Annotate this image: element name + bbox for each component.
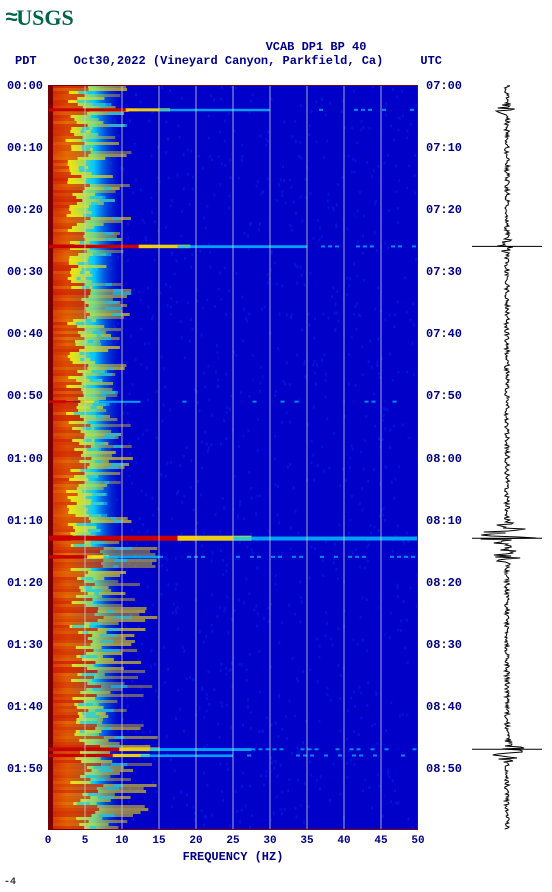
station-title: VCAB DP1 BP 40	[80, 40, 552, 54]
xtick-label: 5	[82, 835, 89, 847]
ylabel-right: 07:40	[426, 327, 462, 341]
spectrogram-svg	[48, 85, 418, 830]
xtick-label: 35	[300, 835, 313, 847]
footnote: -4	[4, 877, 16, 888]
xtick-label: 30	[263, 835, 276, 847]
ylabel-right: 08:00	[426, 452, 462, 466]
seismogram-trace	[472, 85, 542, 830]
ylabel-right: 08:50	[426, 762, 462, 776]
ylabel-left: 01:20	[7, 576, 43, 590]
ylabel-right: 07:50	[426, 389, 462, 403]
ylabel-left: 01:40	[7, 700, 43, 714]
xaxis-label: FREQUENCY (HZ)	[183, 850, 284, 864]
ylabel-left: 01:10	[7, 514, 43, 528]
xtick-label: 25	[226, 835, 239, 847]
ylabel-right: 08:30	[426, 638, 462, 652]
tz-left-label: PDT	[15, 54, 37, 68]
header-block: VCAB DP1 BP 40 PDT Oct30,2022 (Vineyard …	[0, 40, 552, 68]
seismogram-svg	[472, 85, 542, 830]
ylabel-right: 07:10	[426, 141, 462, 155]
ylabel-left: 00:10	[7, 141, 43, 155]
xtick-label: 40	[337, 835, 350, 847]
ylabel-left: 00:40	[7, 327, 43, 341]
spectrogram-chart: 00:0000:1000:2000:3000:4000:5001:0001:10…	[48, 85, 418, 830]
xtick-label: 15	[152, 835, 165, 847]
ylabel-left: 00:30	[7, 265, 43, 279]
ylabel-left: 01:00	[7, 452, 43, 466]
ylabel-right: 08:40	[426, 700, 462, 714]
logo-text: USGS	[16, 5, 73, 31]
ylabel-left: 01:30	[7, 638, 43, 652]
xtick-label: 0	[45, 835, 52, 847]
ylabel-right: 07:30	[426, 265, 462, 279]
ylabel-right: 08:20	[426, 576, 462, 590]
xtick-label: 45	[374, 835, 387, 847]
tz-right-label: UTC	[420, 54, 442, 68]
xtick-label: 50	[411, 835, 424, 847]
ylabel-left: 00:00	[7, 79, 43, 93]
ylabel-left: 00:20	[7, 203, 43, 217]
ylabel-right: 08:10	[426, 514, 462, 528]
xtick-label: 20	[189, 835, 202, 847]
ylabel-right: 07:20	[426, 203, 462, 217]
ylabel-left: 00:50	[7, 389, 43, 403]
ylabel-left: 01:50	[7, 762, 43, 776]
logo-wave-icon: ≈	[5, 6, 14, 31]
ylabel-right: 07:00	[426, 79, 462, 93]
date-location: Oct30,2022 (Vineyard Canyon, Parkfield, …	[74, 54, 384, 68]
usgs-logo: ≈ USGS	[5, 5, 74, 31]
xtick-label: 10	[115, 835, 128, 847]
